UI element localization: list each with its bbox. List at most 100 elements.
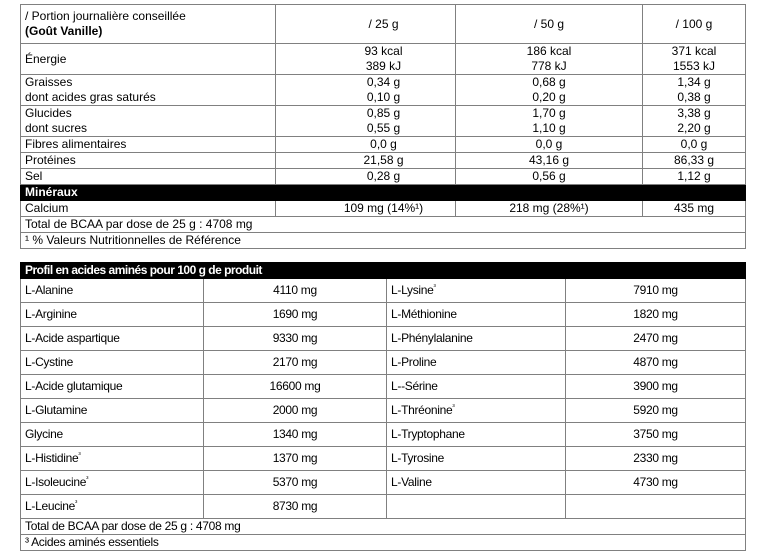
amino-name-text: L-Valine	[391, 475, 432, 489]
amino-value: 1340 mg	[203, 422, 387, 447]
amino-name-text: L-Alanine	[25, 283, 74, 297]
amino-value-text: 2470 mg	[633, 331, 678, 345]
col-100g: / 100 g	[642, 4, 746, 44]
amino-value-text: 1370 mg	[272, 451, 318, 465]
calcium-row: Calcium 109 mg (14%¹) 218 mg (28%¹) 435 …	[20, 200, 746, 217]
amino-name-text: L--Sérine	[391, 379, 438, 393]
amino-name: L-Tryptophane	[386, 422, 566, 447]
nutrition-table: / Portion journalière conseillée (Goût Va…	[20, 4, 746, 249]
sub-value: 1,10 g	[532, 121, 566, 135]
amino-name: L--Sérine	[386, 374, 566, 399]
fat: Graisses	[25, 75, 73, 89]
col-50g: / 50 g	[455, 4, 643, 44]
amino-name: L-Phénylalanine	[386, 326, 566, 351]
calcium-label: Calcium	[20, 200, 276, 217]
value: 0,34 g	[366, 75, 401, 89]
fibre-25g: 0,0 g	[275, 136, 456, 153]
portion-text: / Portion journalière conseillée	[25, 9, 186, 23]
sub-value: 2,20 g	[677, 121, 711, 135]
amino-name: L-Lysine³	[386, 278, 566, 303]
amino-value-text: 9330 mg	[272, 331, 318, 345]
amino-row: L-Acide glutamique 16600 mg L--Sérine 3900 …	[20, 374, 747, 399]
sub-value: 0,10 g	[366, 90, 401, 104]
sub-value: 0,55 g	[366, 121, 401, 135]
kcal: 186 kcal	[526, 44, 572, 58]
amino-row: L-Acide aspartique 9330 mg L-Phénylalanine…	[20, 326, 747, 351]
amino-bcaa-total: Total de BCAA par dose de 25 g : 4708 mg	[19, 518, 747, 535]
portion-label: / Portion journalière conseillée (Goût Va…	[20, 4, 276, 44]
amino-value: 1820 mg	[564, 302, 747, 327]
calcium-50g: 218 mg (28%¹)	[455, 200, 643, 217]
amino-name-text: L-Méthionine	[391, 307, 457, 321]
fat-25g: 0,34 g 0,10 g	[275, 74, 456, 106]
sub-value: 0,38 g	[677, 90, 711, 104]
amino-bcaa-row: Total de BCAA par dose de 25 g : 4708 mg	[19, 518, 747, 535]
carbs-label: Glucides dont sucres	[20, 105, 276, 137]
fibre-row: Fibres alimentaires 0,0 g 0,0 g 0,0 g	[20, 136, 746, 153]
salt-25g: 0,28 g	[275, 168, 456, 185]
fat-50g: 0,68 g 0,20 g	[455, 74, 643, 106]
kj: 778 kJ	[531, 59, 567, 73]
amino-value: 4870 mg	[564, 350, 747, 375]
amino-name: L-Arginine	[20, 302, 204, 327]
calcium-100g: 435 mg	[642, 200, 746, 217]
footnote: ¹ % Valeurs Nutritionnelles de Référence	[20, 232, 746, 249]
amino-name-text: L-Cystine	[25, 355, 73, 369]
amino-name: L-Alanine	[20, 278, 204, 303]
amino-name-text: L-Acide aspartique	[25, 331, 120, 345]
salt-100g: 1,12 g	[642, 168, 746, 185]
amino-value: 2000 mg	[203, 398, 387, 423]
value: 0,68 g	[532, 75, 566, 89]
fibre-label: Fibres alimentaires	[20, 136, 276, 153]
amino-header: Profil en acides aminés pour 100 g de pr…	[19, 262, 747, 279]
amino-row: L-Leucine³ 8730 mg	[20, 494, 747, 519]
amino-name: L-Leucine³	[20, 494, 204, 519]
amino-row: L-Cystine 2170 mg L-Proline 4870 mg	[20, 350, 747, 375]
amino-name: L-Acide aspartique	[20, 326, 204, 351]
salt-50g: 0,56 g	[455, 168, 643, 185]
amino-value-text: 5920 mg	[633, 403, 678, 417]
amino-value-text: 8730 mg	[272, 499, 318, 513]
amino-name: L-Cystine	[20, 350, 204, 375]
amino-name: L-Isoleucine³	[20, 470, 204, 495]
fat-100g: 1,34 g 0,38 g	[642, 74, 746, 106]
amino-name: L-Histidine³	[20, 446, 204, 471]
essential-marker: ³	[78, 452, 81, 459]
amino-value: 5920 mg	[564, 398, 747, 423]
amino-value-text: 4110 mg	[273, 283, 317, 297]
amino-row: L-Histidine³ 1370 mg L-Tyrosine 2330 mg	[20, 446, 747, 471]
carbs-25g: 0,85 g 0,55 g	[275, 105, 456, 137]
amino-value-text: 2330 mg	[633, 451, 678, 465]
amino-value: 1370 mg	[203, 446, 387, 471]
fat-label: Graisses dont acides gras saturés	[20, 74, 276, 106]
amino-value: 3750 mg	[564, 422, 747, 447]
sugars: dont sucres	[25, 121, 88, 135]
value: 3,38 g	[677, 106, 711, 120]
amino-value-text: 2000 mg	[272, 403, 318, 417]
fibre-50g: 0,0 g	[455, 136, 643, 153]
header-row: / Portion journalière conseillée (Goût Va…	[20, 4, 746, 44]
amino-value: 3900 mg	[564, 374, 747, 399]
amino-value-text: 1340 mg	[272, 427, 318, 441]
essential-marker: ³	[75, 500, 78, 507]
carbs-100g: 3,38 g 2,20 g	[642, 105, 746, 137]
energy-25g: 93 kcal 389 kJ	[275, 43, 456, 75]
amino-value: 4110 mg	[203, 278, 387, 303]
protein-25g: 21,58 g	[275, 152, 456, 169]
amino-name-text: L-Lysine	[391, 283, 434, 297]
amino-name-text: L-Tyrosine	[391, 451, 445, 465]
amino-title: Profil en acides aminés pour 100 g de pr…	[19, 262, 747, 279]
amino-name-text: L-Tryptophane	[391, 427, 465, 441]
amino-value: 8730 mg	[203, 494, 387, 519]
value: 1,34 g	[677, 75, 711, 89]
amino-value-text: 4870 mg	[633, 355, 678, 369]
amino-name: L-Méthionine	[386, 302, 566, 327]
amino-value-text: 4730 mg	[633, 475, 678, 489]
saturated: dont acides gras saturés	[25, 90, 156, 104]
amino-name: L-Proline	[386, 350, 566, 375]
amino-value-text: 7910 mg	[633, 283, 678, 297]
protein-100g: 86,33 g	[642, 152, 746, 169]
amino-value-text: 3750 mg	[633, 427, 678, 441]
amino-row: L-Isoleucine³ 5370 mg L-Valine 4730 mg	[20, 470, 747, 495]
